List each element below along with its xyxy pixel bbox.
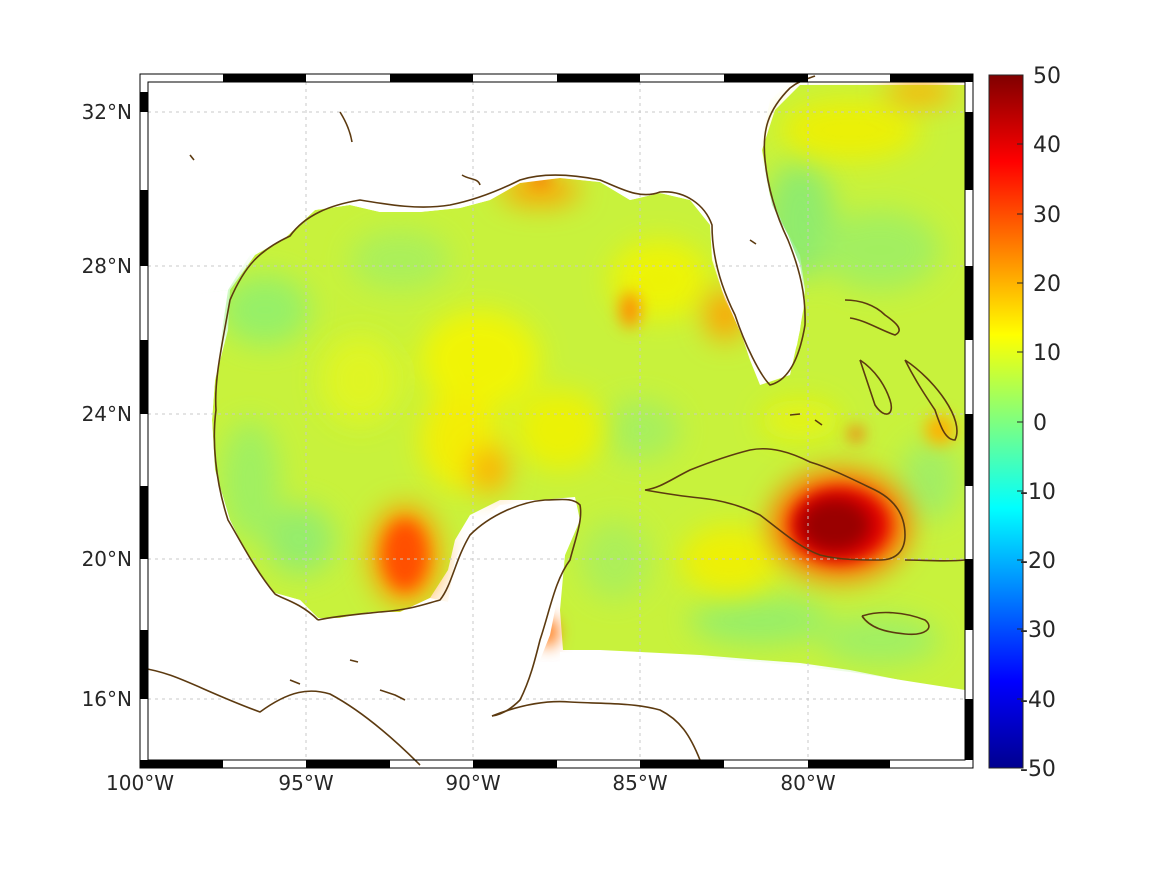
colorbar-tick-label: -30 <box>1020 618 1056 643</box>
lat-tick-label: 28°N <box>82 254 132 278</box>
data-field <box>148 82 965 760</box>
colorbar-tick-label: -40 <box>1020 688 1056 713</box>
lon-tick-label: 95°W <box>278 771 333 795</box>
hispaniola-coast <box>904 559 966 562</box>
central-america-coast <box>491 700 701 761</box>
lon-tick-label: 90°W <box>445 771 500 795</box>
jamaica-coast <box>861 611 930 636</box>
lon-tick-label: 80°W <box>780 771 835 795</box>
colorbar-tick-label: 0 <box>1033 411 1047 436</box>
lat-tick-labels: 32°N 28°N 24°N 20°N 16°N <box>82 100 132 711</box>
lon-tick-label: 100°W <box>106 771 174 795</box>
colorbar: 50 40 30 20 10 0 -10 -20 -30 -40 -50 <box>988 64 1061 782</box>
lon-tick-label: 85°W <box>612 771 667 795</box>
map-frame <box>139 73 974 769</box>
gulf-coast <box>139 75 816 766</box>
colorbar-tick-label: -10 <box>1020 480 1056 505</box>
florida-land <box>690 82 805 378</box>
colorbar-tick-label: -50 <box>1020 757 1056 782</box>
colorbar-ticks <box>1017 143 1023 700</box>
colorbar-tick-label: 30 <box>1033 203 1061 228</box>
colorbar-tick-label: 50 <box>1033 64 1061 89</box>
colorbar-tick-label: 40 <box>1033 133 1061 158</box>
colorbar-tick-label: 20 <box>1033 272 1061 297</box>
lat-tick-label: 20°N <box>82 547 132 571</box>
colorbar-tick-label: 10 <box>1033 341 1061 366</box>
lat-tick-label: 16°N <box>82 687 132 711</box>
islands <box>189 111 823 701</box>
lon-tick-labels: 100°W 95°W 90°W 85°W 80°W <box>106 771 836 795</box>
cuba-coast <box>644 447 906 561</box>
cool-patches <box>220 160 960 665</box>
colorbar-tick-label: -20 <box>1020 549 1056 574</box>
coastlines <box>139 75 966 766</box>
lat-tick-label: 32°N <box>82 100 132 124</box>
lat-tick-label: 24°N <box>82 402 132 426</box>
bahamas-coast <box>844 299 958 441</box>
